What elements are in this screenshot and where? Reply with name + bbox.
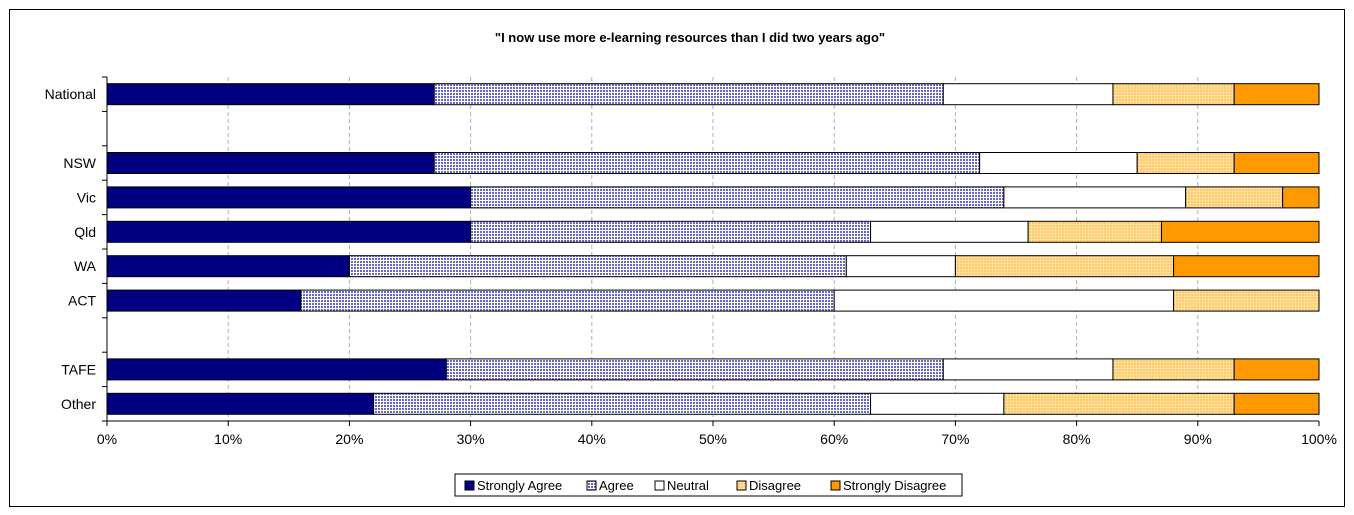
legend: Strongly Agree Agree Neutral Disagree Strong… (454, 473, 963, 497)
bar-segment (979, 152, 1138, 174)
bar-segment (870, 220, 1029, 243)
bar-segment (1233, 392, 1320, 415)
bar-segment (845, 255, 956, 278)
x-tick-label: 40% (578, 431, 606, 447)
bar-segment (106, 289, 302, 312)
x-tick-label: 50% (699, 431, 727, 447)
bar-segment (470, 186, 1005, 209)
x-tick-label: 30% (457, 431, 485, 447)
bar-segment (1233, 83, 1320, 106)
bar-segment (1112, 83, 1235, 106)
legend-label: Strongly Agree (477, 478, 562, 493)
x-tick-label: 0% (97, 431, 117, 447)
bar-segment (106, 392, 375, 415)
plot-area: 0% 10% 20% 30% 40% 50% 60% 70% 80% 90% 100% Nationa… (45, 76, 1337, 447)
bar-segment (954, 255, 1175, 278)
bar-segment (1233, 358, 1320, 381)
bar-segment (106, 220, 472, 243)
legend-label: Agree (599, 478, 634, 493)
legend-swatch (654, 480, 665, 491)
bar-segment (1185, 186, 1284, 209)
legend-label: Strongly Disagree (843, 478, 946, 493)
x-tick-label: 20% (335, 431, 363, 447)
legend-label: Disagree (749, 478, 801, 493)
x-tick-label: 100% (1301, 431, 1337, 447)
bar-segment (1233, 152, 1320, 174)
legend-label: Neutral (667, 478, 709, 493)
x-tick-label: 70% (941, 431, 969, 447)
bar-segment (1136, 152, 1235, 174)
bar-segment (106, 255, 350, 278)
bar-segment (106, 186, 472, 209)
bar-segment (470, 220, 872, 243)
category-label: NSW (63, 155, 96, 171)
legend-swatch (736, 480, 747, 491)
bar-segment (106, 83, 435, 106)
x-tick-label: 80% (1063, 431, 1091, 447)
legend-swatch (830, 480, 841, 491)
x-tick-label: 60% (820, 431, 848, 447)
bar-segment (833, 289, 1175, 312)
bar-segment (106, 358, 447, 381)
category-label: WA (74, 258, 97, 274)
bar-segment (1282, 186, 1320, 209)
bar-segment (942, 358, 1114, 381)
legend-swatch (586, 480, 597, 491)
bar-segment (1173, 255, 1320, 278)
bar-segment (445, 358, 944, 381)
x-tick-label: 10% (214, 431, 242, 447)
bar-segment (1173, 289, 1320, 312)
bar-segment (1112, 358, 1235, 381)
bar-segment (942, 83, 1114, 106)
bar-segment (1003, 186, 1187, 209)
bar-segment (1003, 392, 1235, 415)
category-label: National (45, 86, 96, 102)
category-label: Other (61, 396, 96, 412)
x-tick-label: 90% (1184, 431, 1212, 447)
bar-segment (1027, 220, 1162, 243)
bar-segment (348, 255, 847, 278)
bar-segment (373, 392, 872, 415)
bar-segment (433, 152, 981, 174)
category-label: TAFE (61, 361, 96, 377)
chart-title: "I now use more e-learning resources tha… (495, 30, 885, 45)
category-label: ACT (68, 293, 96, 309)
category-label: Vic (77, 189, 96, 205)
bar-segment (300, 289, 835, 312)
category-label: Qld (74, 224, 96, 240)
bar-segment (106, 152, 435, 174)
bar-segment (1160, 220, 1320, 243)
bar-segment (870, 392, 1005, 415)
legend-swatch (464, 480, 475, 491)
bar-segment (433, 83, 944, 106)
